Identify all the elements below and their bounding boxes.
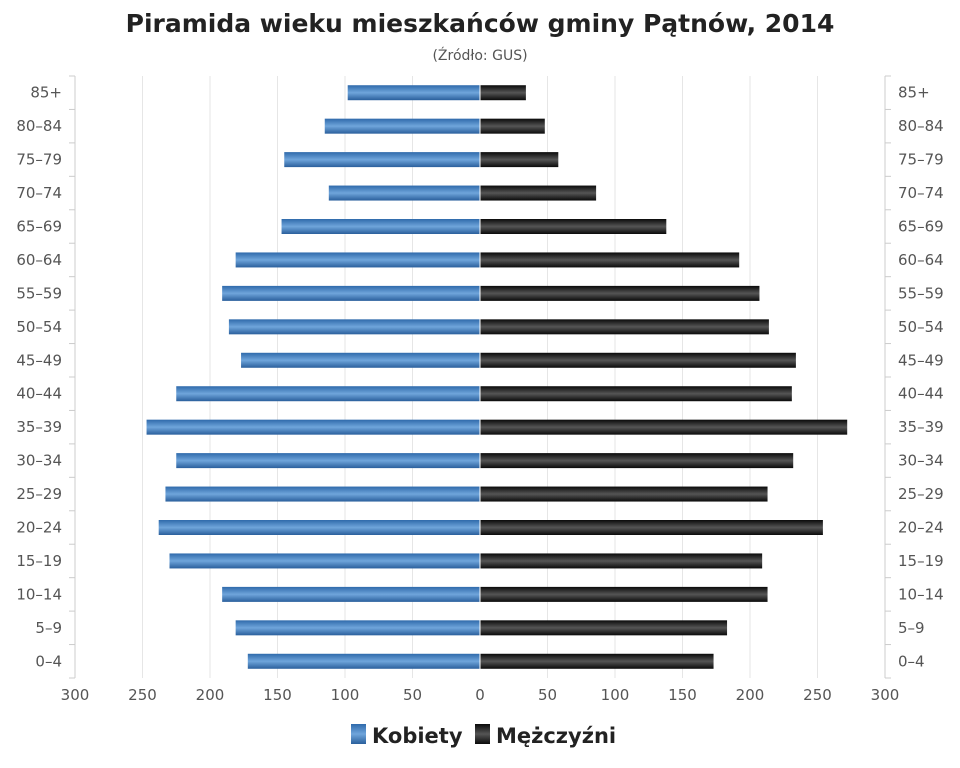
category-label-right: 20–24 — [898, 519, 944, 537]
bar-kobiety-7[interactable] — [146, 419, 481, 435]
category-label-left: 85+ — [30, 84, 62, 102]
x-tick-label: 50 — [403, 686, 422, 704]
category-label-right: 75–79 — [898, 151, 944, 169]
category-label-left: 10–14 — [16, 585, 62, 603]
bar-kobiety-2[interactable] — [222, 586, 480, 602]
category-label-left: 5–9 — [35, 619, 62, 637]
category-label-right: 60–64 — [898, 251, 944, 269]
x-tick-label: 300 — [61, 686, 90, 704]
category-label-left: 65–69 — [16, 218, 62, 236]
category-label-right: 5–9 — [898, 619, 925, 637]
x-tick-label: 250 — [803, 686, 832, 704]
category-label-right: 80–84 — [898, 117, 944, 135]
bar-mezczyzni-9[interactable] — [480, 352, 796, 368]
x-tick-label: 150 — [668, 686, 697, 704]
x-tick-label: 100 — [331, 686, 360, 704]
bar-kobiety-4[interactable] — [158, 520, 480, 535]
category-label-left: 75–79 — [16, 151, 62, 169]
legend-swatch — [351, 724, 366, 744]
category-label-right: 65–69 — [898, 218, 944, 236]
category-label-left: 30–34 — [16, 452, 62, 470]
bar-kobiety-14[interactable] — [328, 185, 480, 201]
bar-kobiety-12[interactable] — [235, 252, 480, 268]
bar-mezczyzni-0[interactable] — [480, 653, 714, 669]
bar-mezczyzni-2[interactable] — [480, 586, 768, 602]
category-label-left: 15–19 — [16, 552, 62, 570]
category-label-left: 45–49 — [16, 351, 62, 369]
bar-mezczyzni-8[interactable] — [480, 386, 792, 402]
bar-mezczyzni-14[interactable] — [480, 185, 597, 201]
x-tick-label: 200 — [736, 686, 765, 704]
category-label-right: 10–14 — [898, 585, 944, 603]
chart-title: Piramida wieku mieszkańców gminy Pątnów,… — [126, 9, 835, 38]
category-label-right: 35–39 — [898, 418, 944, 436]
bar-kobiety-15[interactable] — [284, 152, 480, 168]
x-tick-label: 250 — [128, 686, 157, 704]
bar-kobiety-0[interactable] — [247, 653, 480, 669]
category-label-left: 20–24 — [16, 519, 62, 537]
bar-kobiety-16[interactable] — [324, 118, 480, 134]
category-label-right: 30–34 — [898, 452, 944, 470]
legend-label[interactable]: Kobiety — [372, 724, 463, 748]
bar-mezczyzni-5[interactable] — [480, 486, 768, 502]
bar-kobiety-17[interactable] — [347, 85, 480, 101]
bar-mezczyzni-1[interactable] — [480, 620, 728, 636]
x-tick-label: 100 — [601, 686, 630, 704]
bar-mezczyzni-4[interactable] — [480, 520, 823, 535]
category-label-left: 70–74 — [16, 184, 62, 202]
legend: Kobiety Mężczyźni — [351, 724, 616, 748]
category-label-left: 0–4 — [35, 652, 62, 670]
bar-kobiety-3[interactable] — [169, 553, 481, 569]
bar-mezczyzni-6[interactable] — [480, 453, 794, 469]
bar-mezczyzni-12[interactable] — [480, 252, 740, 268]
category-label-right: 70–74 — [898, 184, 944, 202]
bar-kobiety-13[interactable] — [281, 219, 480, 234]
category-label-right: 45–49 — [898, 351, 944, 369]
legend-swatch — [475, 724, 490, 744]
bar-mezczyzni-13[interactable] — [480, 219, 667, 234]
bar-kobiety-10[interactable] — [228, 319, 480, 335]
category-label-left: 50–54 — [16, 318, 62, 336]
x-tick-label: 200 — [196, 686, 225, 704]
category-label-left: 60–64 — [16, 251, 62, 269]
bar-mezczyzni-17[interactable] — [480, 85, 526, 101]
category-label-left: 35–39 — [16, 418, 62, 436]
category-label-left: 55–59 — [16, 284, 62, 302]
bar-kobiety-11[interactable] — [222, 285, 480, 301]
bar-mezczyzni-10[interactable] — [480, 319, 769, 335]
category-label-right: 85+ — [898, 84, 930, 102]
bar-kobiety-5[interactable] — [165, 486, 480, 502]
bar-mezczyzni-16[interactable] — [480, 118, 545, 134]
x-tick-label: 0 — [475, 686, 485, 704]
bar-mezczyzni-15[interactable] — [480, 152, 559, 168]
bar-kobiety-6[interactable] — [176, 453, 480, 469]
bars-layer — [146, 76, 848, 678]
category-label-right: 15–19 — [898, 552, 944, 570]
legend-label[interactable]: Mężczyźni — [496, 724, 616, 748]
x-tick-label: 300 — [871, 686, 900, 704]
category-label-left: 80–84 — [16, 117, 62, 135]
bar-mezczyzni-3[interactable] — [480, 553, 763, 569]
bar-mezczyzni-7[interactable] — [480, 419, 848, 435]
bar-kobiety-9[interactable] — [241, 352, 480, 368]
x-tick-label: 150 — [263, 686, 292, 704]
category-label-right: 40–44 — [898, 385, 944, 403]
category-label-right: 0–4 — [898, 652, 925, 670]
axis-layer: 0–4 0–4 5–9 5–9 10–14 10–14 15–19 15–19 20–24 20–… — [16, 75, 944, 704]
category-label-left: 25–29 — [16, 485, 62, 503]
chart-subtitle: (Źródło: GUS) — [432, 46, 527, 64]
category-label-right: 50–54 — [898, 318, 944, 336]
bar-mezczyzni-11[interactable] — [480, 285, 760, 301]
category-label-left: 40–44 — [16, 385, 62, 403]
bar-kobiety-1[interactable] — [235, 620, 480, 636]
bar-kobiety-8[interactable] — [176, 386, 480, 402]
category-label-right: 25–29 — [898, 485, 944, 503]
x-tick-label: 50 — [538, 686, 557, 704]
category-label-right: 55–59 — [898, 284, 944, 302]
